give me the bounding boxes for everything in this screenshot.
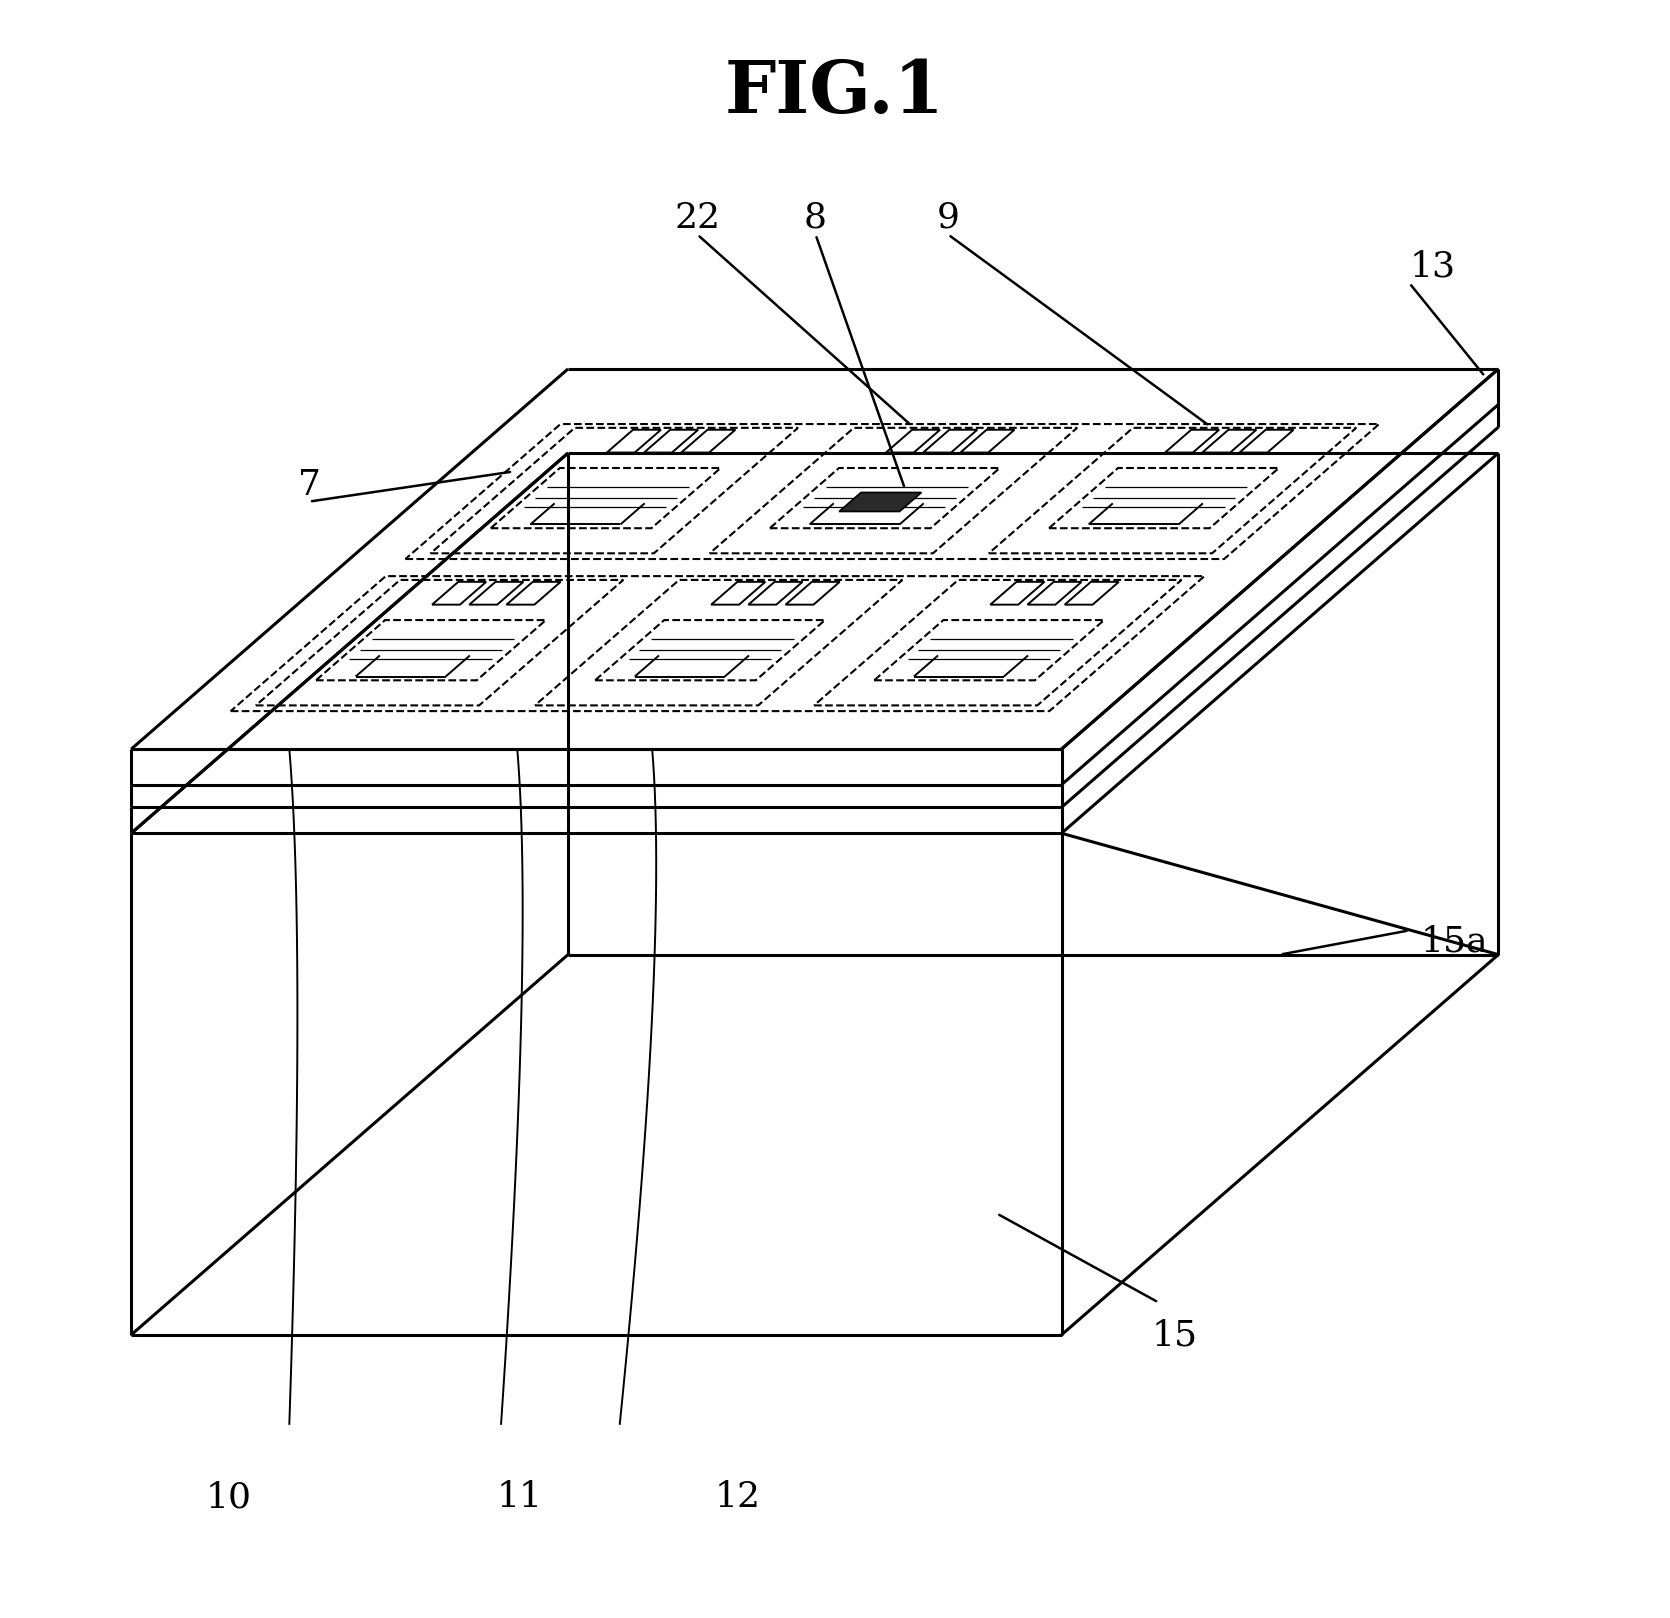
Text: 13: 13 <box>1409 249 1456 283</box>
Text: 10: 10 <box>205 1480 250 1514</box>
Polygon shape <box>838 492 922 511</box>
Text: 9: 9 <box>937 201 960 235</box>
Text: 8: 8 <box>803 201 827 235</box>
Text: FIG.1: FIG.1 <box>725 57 945 128</box>
Text: 22: 22 <box>675 201 720 235</box>
Text: 12: 12 <box>715 1480 762 1514</box>
Text: 7: 7 <box>297 468 321 502</box>
Text: 15: 15 <box>1152 1319 1197 1353</box>
Text: 15a: 15a <box>1421 924 1488 959</box>
Text: 11: 11 <box>496 1480 543 1514</box>
